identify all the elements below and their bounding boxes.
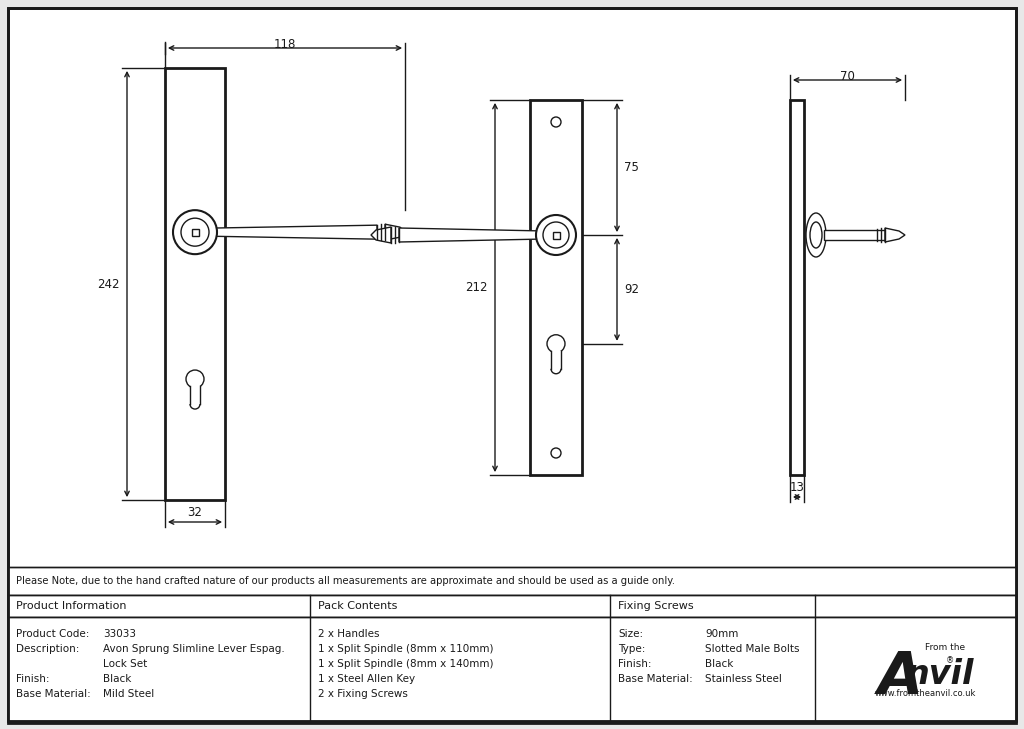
Polygon shape (399, 228, 545, 242)
Circle shape (186, 370, 204, 388)
Circle shape (181, 218, 209, 246)
Text: 32: 32 (187, 506, 203, 519)
Text: 1 x Split Spindle (8mm x 140mm): 1 x Split Spindle (8mm x 140mm) (318, 659, 494, 669)
Text: 70: 70 (840, 70, 855, 83)
Bar (551, 351, 561, 367)
Polygon shape (885, 228, 905, 242)
Text: Avon Sprung Slimline Lever Espag.: Avon Sprung Slimline Lever Espag. (103, 644, 285, 654)
Text: 242: 242 (97, 278, 120, 290)
Text: 75: 75 (624, 161, 639, 174)
Bar (553, 232, 559, 238)
Text: Base Material:: Base Material: (16, 689, 91, 699)
Polygon shape (207, 225, 377, 239)
Text: nvil: nvil (906, 658, 975, 692)
Ellipse shape (810, 222, 822, 248)
Text: 90mm: 90mm (705, 629, 738, 639)
Bar (790, 100, 804, 475)
Text: Lock Set: Lock Set (103, 659, 147, 669)
Text: ®: ® (945, 657, 953, 666)
Text: 92: 92 (624, 283, 639, 296)
Text: Base Material:: Base Material: (618, 674, 693, 684)
Bar (8, 617, 1016, 721)
Circle shape (536, 215, 575, 255)
Text: 33033: 33033 (103, 629, 136, 639)
Text: Finish:: Finish: (618, 659, 651, 669)
Text: Type:: Type: (618, 644, 645, 654)
Text: From the: From the (926, 642, 966, 652)
Text: Fixing Screws: Fixing Screws (618, 601, 693, 611)
Text: Black: Black (103, 674, 131, 684)
Bar (8, 567, 1016, 595)
Text: Slotted Male Bolts: Slotted Male Bolts (705, 644, 800, 654)
Text: 212: 212 (466, 281, 488, 294)
Polygon shape (385, 224, 406, 240)
Text: Pack Contents: Pack Contents (318, 601, 397, 611)
Bar (8, 595, 1016, 617)
Circle shape (551, 117, 561, 127)
Text: 1 x Split Spindle (8mm x 110mm): 1 x Split Spindle (8mm x 110mm) (318, 644, 494, 654)
Ellipse shape (806, 213, 826, 257)
Text: A: A (878, 649, 923, 706)
Text: Black: Black (705, 659, 733, 669)
Text: Product Information: Product Information (16, 601, 127, 611)
Text: 13: 13 (790, 481, 805, 494)
Text: Mild Steel: Mild Steel (103, 689, 155, 699)
Text: 1 x Steel Allen Key: 1 x Steel Allen Key (318, 674, 415, 684)
Circle shape (551, 448, 561, 458)
Circle shape (547, 335, 565, 353)
Circle shape (173, 210, 217, 254)
Text: www.fromtheanvil.co.uk: www.fromtheanvil.co.uk (874, 688, 976, 698)
Bar (191, 229, 199, 235)
Text: Description:: Description: (16, 644, 80, 654)
Text: Size:: Size: (618, 629, 643, 639)
Bar (165, 68, 225, 500)
Bar (824, 230, 885, 240)
Text: Finish:: Finish: (16, 674, 49, 684)
Text: Please Note, due to the hand crafted nature of our products all measurements are: Please Note, due to the hand crafted nat… (16, 576, 675, 586)
Circle shape (543, 222, 569, 248)
Text: 2 x Fixing Screws: 2 x Fixing Screws (318, 689, 408, 699)
Text: Stainless Steel: Stainless Steel (705, 674, 782, 684)
Text: Product Code:: Product Code: (16, 629, 89, 639)
Bar (530, 100, 582, 475)
Polygon shape (371, 227, 391, 243)
Bar (190, 386, 200, 402)
Text: 118: 118 (273, 38, 296, 51)
Text: 2 x Handles: 2 x Handles (318, 629, 380, 639)
